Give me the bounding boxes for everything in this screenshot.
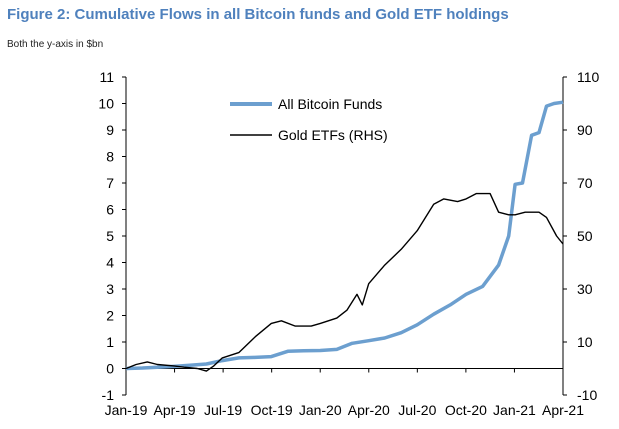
right-axis-tick-label: -10	[577, 387, 597, 403]
left-axis-tick-label: 6	[106, 202, 114, 218]
left-axis-tick-label: 5	[106, 228, 114, 244]
right-axis-tick-label: 50	[577, 228, 593, 244]
left-axis-tick-label: 1	[106, 334, 114, 350]
legend-label-gold: Gold ETFs (RHS)	[278, 127, 388, 143]
left-axis-tick-label: 8	[106, 149, 114, 165]
gold-etfs-line	[125, 192, 564, 372]
left-axis-tick-label: 3	[106, 281, 114, 297]
x-axis-tick-label: Jul-20	[398, 402, 436, 418]
x-axis-tick-label: Jan-21	[493, 402, 536, 418]
left-axis-tick-label: 0	[106, 361, 114, 377]
x-axis-tick-label: Apr-19	[154, 402, 196, 418]
left-axis-tick-label: 9	[106, 122, 114, 138]
left-axis-tick-label: 2	[106, 308, 114, 324]
x-axis-tick-label: Jul-19	[204, 402, 242, 418]
right-axis-tick-label: 30	[577, 281, 593, 297]
left-axis-tick-label: 11	[99, 69, 114, 85]
legend-label-bitcoin: All Bitcoin Funds	[278, 96, 382, 112]
right-axis-tick-label: 70	[577, 175, 593, 191]
left-axis-tick-label: 4	[106, 255, 114, 271]
x-axis-tick-label: Jan-19	[105, 402, 148, 418]
x-axis-tick-label: Oct-19	[251, 402, 293, 418]
legend: All Bitcoin Funds Gold ETFs (RHS)	[230, 96, 388, 143]
x-axis-tick-label: Apr-20	[348, 402, 390, 418]
left-axis-tick-label: 7	[106, 175, 114, 191]
right-axis-tick-label: 90	[577, 122, 593, 138]
x-axis-tick-label: Oct-20	[445, 402, 487, 418]
right-axis-tick-label: 110	[577, 69, 600, 85]
figure-subtitle: Both the y-axis in $bn	[7, 39, 104, 50]
right-axis-tick-label: 10	[577, 334, 593, 350]
bitcoin-funds-line	[125, 100, 564, 371]
x-axis-tick-label: Jan-20	[299, 402, 342, 418]
left-axis-tick-label: -1	[102, 387, 115, 403]
left-axis-tick-label: 10	[98, 96, 114, 112]
figure-title: Figure 2: Cumulative Flows in all Bitcoi…	[7, 6, 509, 23]
series	[125, 100, 564, 372]
x-axis-tick-label: Apr-21	[542, 402, 584, 418]
